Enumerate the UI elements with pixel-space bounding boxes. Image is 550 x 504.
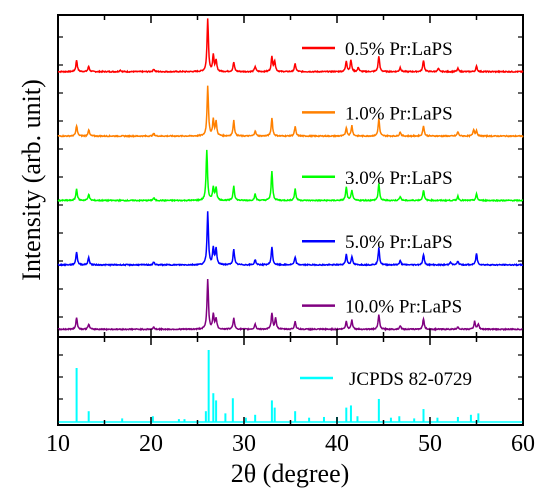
series-line: [57, 85, 524, 139]
diffraction-curves: [57, 18, 524, 332]
series-line: [57, 211, 523, 267]
x-axis-title: 2θ (degree): [231, 459, 350, 488]
legend-label: 0.5% Pr:LaPS: [345, 39, 453, 60]
x-tick-label: 60: [511, 431, 535, 457]
x-tick-label: 40: [325, 431, 349, 457]
top-panel-frame: [57, 14, 524, 338]
x-tick-label: 20: [139, 431, 163, 457]
x-tick-label: 50: [418, 431, 442, 457]
axis-ticks: 10 20 30 40 50 60: [46, 15, 535, 457]
plot-frames: [57, 14, 524, 426]
legend-label: 1.0% Pr:LaPS: [345, 103, 453, 124]
legend-label: 3.0% Pr:LaPS: [345, 168, 453, 189]
series-line: [57, 18, 524, 74]
x-tick-label: 10: [46, 431, 70, 457]
legend-label: 5.0% Pr:LaPS: [345, 232, 453, 253]
legend: 0.5% Pr:LaPS 1.0% Pr:LaPS 3.0% Pr:LaPS 5.0%…: [300, 39, 472, 390]
series-line: [57, 149, 523, 203]
x-tick-label: 30: [232, 431, 256, 457]
y-axis-title: Intensity (arb. unit): [17, 79, 46, 280]
legend-label: 10.0% Pr:LaPS: [345, 297, 462, 318]
legend-label: JCPDS 82-0729: [349, 369, 472, 390]
series-line: [57, 278, 523, 332]
